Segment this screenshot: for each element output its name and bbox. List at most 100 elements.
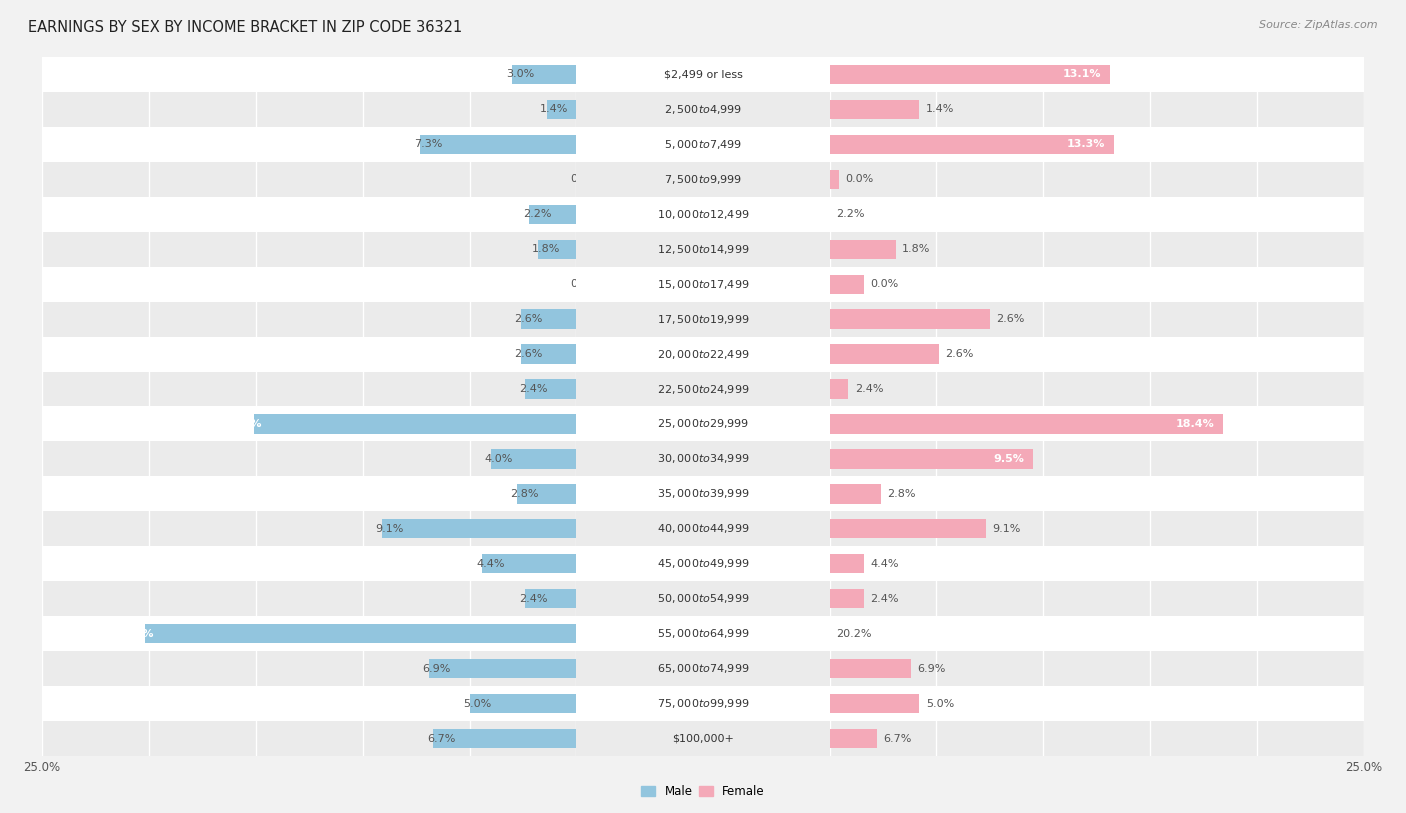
Bar xyxy=(512,65,576,84)
Bar xyxy=(576,581,830,616)
Bar xyxy=(42,476,576,511)
Text: $10,000 to $12,499: $10,000 to $12,499 xyxy=(657,208,749,220)
Bar xyxy=(526,380,576,398)
Bar xyxy=(830,380,848,398)
Text: 2.8%: 2.8% xyxy=(887,489,915,499)
Text: 9.5%: 9.5% xyxy=(993,454,1024,464)
Bar xyxy=(576,302,830,337)
Bar xyxy=(830,337,1364,372)
Bar xyxy=(382,520,576,538)
Text: 4.4%: 4.4% xyxy=(870,559,898,569)
Bar xyxy=(470,694,576,713)
Text: 20.2%: 20.2% xyxy=(837,628,872,639)
Text: 13.1%: 13.1% xyxy=(1063,69,1101,80)
Bar xyxy=(42,441,576,476)
Bar xyxy=(830,65,1109,84)
Text: 2.4%: 2.4% xyxy=(855,384,883,394)
Bar xyxy=(42,581,576,616)
Text: $17,500 to $19,999: $17,500 to $19,999 xyxy=(657,313,749,325)
Text: 18.4%: 18.4% xyxy=(1175,419,1215,429)
Bar xyxy=(830,170,839,189)
Bar xyxy=(576,651,830,686)
Bar xyxy=(42,686,576,721)
Text: $45,000 to $49,999: $45,000 to $49,999 xyxy=(657,558,749,570)
Text: 9.1%: 9.1% xyxy=(993,524,1021,534)
Bar xyxy=(145,624,576,643)
Bar xyxy=(253,415,576,433)
Bar xyxy=(830,686,1364,721)
Text: 2.2%: 2.2% xyxy=(837,209,865,220)
Text: 20.2%: 20.2% xyxy=(115,628,153,639)
Bar xyxy=(42,267,576,302)
Bar xyxy=(830,197,1364,232)
Bar xyxy=(830,651,1364,686)
Text: $65,000 to $74,999: $65,000 to $74,999 xyxy=(657,663,749,675)
Text: 2.4%: 2.4% xyxy=(870,593,898,604)
Bar xyxy=(830,554,863,573)
Bar xyxy=(830,92,1364,127)
Bar xyxy=(576,406,830,441)
Bar xyxy=(830,511,1364,546)
Text: 0.0%: 0.0% xyxy=(569,174,599,185)
Text: 15.1%: 15.1% xyxy=(224,419,263,429)
Bar xyxy=(830,162,1364,197)
Bar xyxy=(830,127,1364,162)
Text: Source: ZipAtlas.com: Source: ZipAtlas.com xyxy=(1260,20,1378,30)
Text: $2,500 to $4,999: $2,500 to $4,999 xyxy=(664,103,742,115)
Text: 2.6%: 2.6% xyxy=(945,349,973,359)
Text: 1.4%: 1.4% xyxy=(540,104,568,115)
Text: 5.0%: 5.0% xyxy=(463,698,492,709)
Bar xyxy=(42,127,576,162)
Text: 0.0%: 0.0% xyxy=(845,174,873,185)
Text: 2.4%: 2.4% xyxy=(519,593,547,604)
Text: 2.8%: 2.8% xyxy=(510,489,538,499)
Text: $15,000 to $17,499: $15,000 to $17,499 xyxy=(657,278,749,290)
Text: 1.4%: 1.4% xyxy=(925,104,955,115)
Bar xyxy=(520,310,576,328)
Text: $55,000 to $64,999: $55,000 to $64,999 xyxy=(657,628,749,640)
Bar xyxy=(576,546,830,581)
Bar xyxy=(830,415,1223,433)
Bar xyxy=(830,520,986,538)
Bar xyxy=(420,135,576,154)
Bar xyxy=(830,275,863,293)
Text: 0.0%: 0.0% xyxy=(569,279,599,289)
Bar xyxy=(42,337,576,372)
Bar xyxy=(830,694,920,713)
Bar xyxy=(830,450,1032,468)
Bar xyxy=(42,511,576,546)
Text: $5,000 to $7,499: $5,000 to $7,499 xyxy=(664,138,742,150)
Bar xyxy=(830,476,1364,511)
Bar xyxy=(526,589,576,608)
Text: $35,000 to $39,999: $35,000 to $39,999 xyxy=(657,488,749,500)
Bar xyxy=(42,57,576,92)
Text: $20,000 to $22,499: $20,000 to $22,499 xyxy=(657,348,749,360)
Bar xyxy=(433,729,576,748)
Text: 2.6%: 2.6% xyxy=(515,349,543,359)
Legend: Male, Female: Male, Female xyxy=(637,780,769,803)
Text: 2.2%: 2.2% xyxy=(523,209,551,220)
Bar xyxy=(830,302,1364,337)
Bar xyxy=(42,651,576,686)
Text: 4.4%: 4.4% xyxy=(477,559,505,569)
Text: 2.4%: 2.4% xyxy=(519,384,547,394)
Text: $25,000 to $29,999: $25,000 to $29,999 xyxy=(657,418,749,430)
Bar xyxy=(482,554,576,573)
Bar xyxy=(530,205,576,224)
Bar xyxy=(576,267,830,302)
Text: $12,500 to $14,999: $12,500 to $14,999 xyxy=(657,243,749,255)
Bar xyxy=(42,616,576,651)
Bar xyxy=(830,267,1364,302)
Text: 6.9%: 6.9% xyxy=(917,663,946,674)
Bar xyxy=(576,57,830,92)
Text: 2.6%: 2.6% xyxy=(515,314,543,324)
Text: 0.0%: 0.0% xyxy=(870,279,898,289)
Bar xyxy=(516,485,576,503)
Bar xyxy=(830,729,876,748)
Bar xyxy=(830,406,1364,441)
Bar xyxy=(42,546,576,581)
Bar xyxy=(830,485,880,503)
Bar xyxy=(830,546,1364,581)
Bar xyxy=(576,337,830,372)
Text: $2,499 or less: $2,499 or less xyxy=(664,69,742,80)
